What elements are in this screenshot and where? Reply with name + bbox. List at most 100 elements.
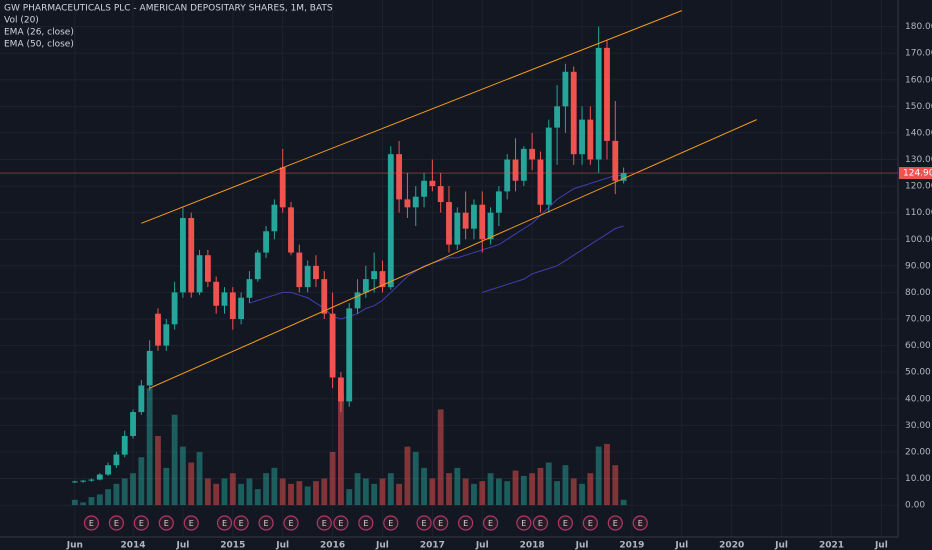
volume-bar	[229, 473, 236, 506]
x-tick-label: Jul	[475, 541, 489, 550]
earnings-label: E	[488, 519, 493, 528]
volume-bar	[96, 494, 103, 506]
candle-body	[429, 180, 436, 187]
candle-body	[180, 217, 186, 293]
earnings-label: E	[288, 519, 293, 528]
earnings-marker	[433, 515, 449, 531]
trendline	[149, 119, 757, 389]
candle-body	[545, 127, 552, 205]
y-tick-label: 130.00	[905, 155, 932, 165]
candle-body	[604, 47, 610, 141]
volume-bar	[271, 467, 278, 506]
earnings-marker	[557, 515, 574, 531]
ema-line	[249, 174, 624, 320]
x-tick-label: Jun	[66, 541, 83, 550]
volume-bar	[138, 457, 145, 506]
x-tick-label: 2019	[619, 541, 644, 550]
earnings-marker	[516, 515, 532, 531]
volume-bar	[279, 478, 286, 506]
candle-body	[304, 265, 311, 288]
x-tick-label: 2015	[220, 541, 245, 550]
candle-body	[288, 207, 294, 253]
candle-body	[346, 308, 353, 402]
x-tick-label: Jul	[275, 541, 289, 550]
earnings-marker	[607, 515, 623, 531]
volume-bar	[171, 414, 178, 506]
volume-bar	[130, 473, 136, 506]
candle-body	[155, 313, 161, 346]
x-tick-label: 2017	[420, 541, 445, 550]
volume-bar	[487, 473, 494, 506]
volume-bar	[562, 465, 569, 506]
candle-body	[171, 292, 178, 325]
y-tick-label: 110.00	[905, 208, 932, 218]
y-tick-label: 170.00	[905, 49, 932, 59]
volume-bar	[404, 446, 411, 506]
candle-body	[371, 271, 378, 280]
candle-body	[263, 231, 269, 253]
volume-bar	[155, 435, 161, 506]
volume-bar	[321, 478, 328, 506]
earnings-label: E	[422, 519, 427, 528]
volume-bar	[437, 409, 444, 506]
volume-bar	[296, 481, 303, 506]
candle-body	[562, 71, 569, 107]
indicator-label: EMA (26, close)	[4, 28, 74, 38]
earnings-label: E	[613, 519, 618, 528]
earnings-label: E	[264, 519, 269, 528]
volume-bar	[421, 467, 427, 506]
earnings-label: E	[388, 519, 393, 528]
earnings-marker	[532, 515, 549, 531]
y-tick-label: 150.00	[905, 102, 932, 112]
y-tick-label: 160.00	[905, 75, 932, 85]
volume-bar	[446, 473, 452, 506]
volume-bar	[396, 483, 403, 506]
y-tick-label: 0.00	[905, 501, 925, 511]
volume-bar	[579, 483, 585, 506]
earnings-label: E	[322, 519, 327, 528]
earnings-marker	[233, 515, 249, 531]
y-tick-label: 120.00	[905, 182, 932, 192]
earnings-marker	[632, 515, 648, 531]
earnings-marker	[316, 515, 332, 531]
candle-body	[620, 173, 627, 181]
x-tick-label: Jul	[674, 541, 688, 550]
earnings-label: E	[222, 519, 227, 528]
candle-body	[329, 313, 336, 378]
x-tick-label: Jul	[874, 541, 888, 550]
y-tick-label: 70.00	[905, 315, 931, 325]
volume-bar	[429, 478, 436, 506]
candle-body	[554, 106, 561, 128]
volume-bar	[604, 443, 610, 506]
y-tick-label: 30.00	[905, 421, 931, 431]
candle-body	[487, 212, 494, 240]
candle-body	[612, 140, 619, 181]
candle-body	[146, 350, 153, 386]
volume-bar	[362, 478, 369, 506]
volume-bar	[512, 470, 519, 506]
earnings-label: E	[89, 519, 94, 528]
candle-body	[570, 71, 577, 155]
earnings-marker	[383, 515, 399, 531]
volume-bar	[105, 489, 112, 506]
candle-body	[454, 212, 461, 245]
x-tick-label: 2021	[819, 541, 844, 550]
earnings-marker	[333, 515, 349, 531]
volume-bar	[462, 478, 469, 506]
earnings-marker	[416, 515, 432, 531]
last-price-label: 124.90	[903, 169, 932, 179]
candle-body	[96, 474, 103, 480]
earnings-marker	[216, 515, 233, 531]
candle-body	[213, 281, 220, 306]
volume-bar	[387, 473, 394, 506]
y-tick-label: 80.00	[905, 288, 931, 298]
earnings-label: E	[638, 519, 643, 528]
earnings-label: E	[338, 519, 343, 528]
candle-body	[412, 196, 419, 208]
earnings-marker	[358, 515, 374, 531]
volume-bar	[163, 467, 170, 506]
candle-body	[396, 154, 403, 200]
x-tick-label: Jul	[176, 541, 190, 550]
last-price-box	[899, 167, 932, 180]
